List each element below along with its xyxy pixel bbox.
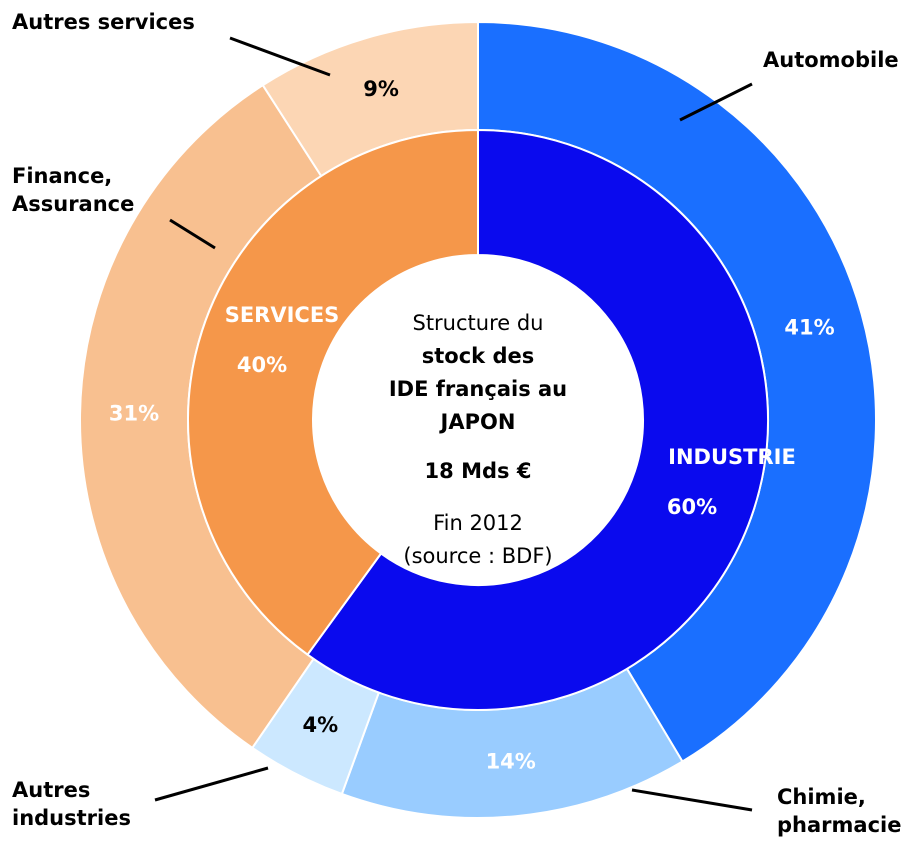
legend-label: Automobile <box>763 48 899 72</box>
leader-line <box>229 36 331 77</box>
value-label: 14% <box>486 749 536 773</box>
leader-line <box>154 766 269 802</box>
value-label: 40% <box>237 353 287 377</box>
value-label: 60% <box>667 495 717 519</box>
leader-line <box>169 218 216 250</box>
leader-line <box>631 788 753 812</box>
ring-segment <box>306 128 769 711</box>
value-label: 41% <box>784 315 834 339</box>
center-text: Fin 2012 <box>433 511 523 535</box>
center-text: (source : BDF) <box>403 544 552 568</box>
legend-label: Chimie, pharmacie <box>777 785 902 837</box>
ring-segment <box>187 128 479 657</box>
leader-line <box>679 82 753 122</box>
rings <box>79 20 877 819</box>
category-label: INDUSTRIE <box>668 445 796 469</box>
center-text: Structure du <box>412 311 543 335</box>
center-text: JAPON <box>439 410 516 434</box>
category-label: SERVICES <box>225 303 340 327</box>
value-label: 4% <box>303 713 339 737</box>
center-text: stock des <box>422 344 534 368</box>
legend-label: Autres industries <box>12 778 131 830</box>
value-label: 31% <box>109 402 159 426</box>
center-text: IDE français au <box>389 377 567 401</box>
legend-label: Finance, Assurance <box>12 164 135 216</box>
legend-label: Autres services <box>12 10 195 34</box>
center-text: 18 Mds € <box>425 459 532 483</box>
value-label: 9% <box>363 77 399 101</box>
